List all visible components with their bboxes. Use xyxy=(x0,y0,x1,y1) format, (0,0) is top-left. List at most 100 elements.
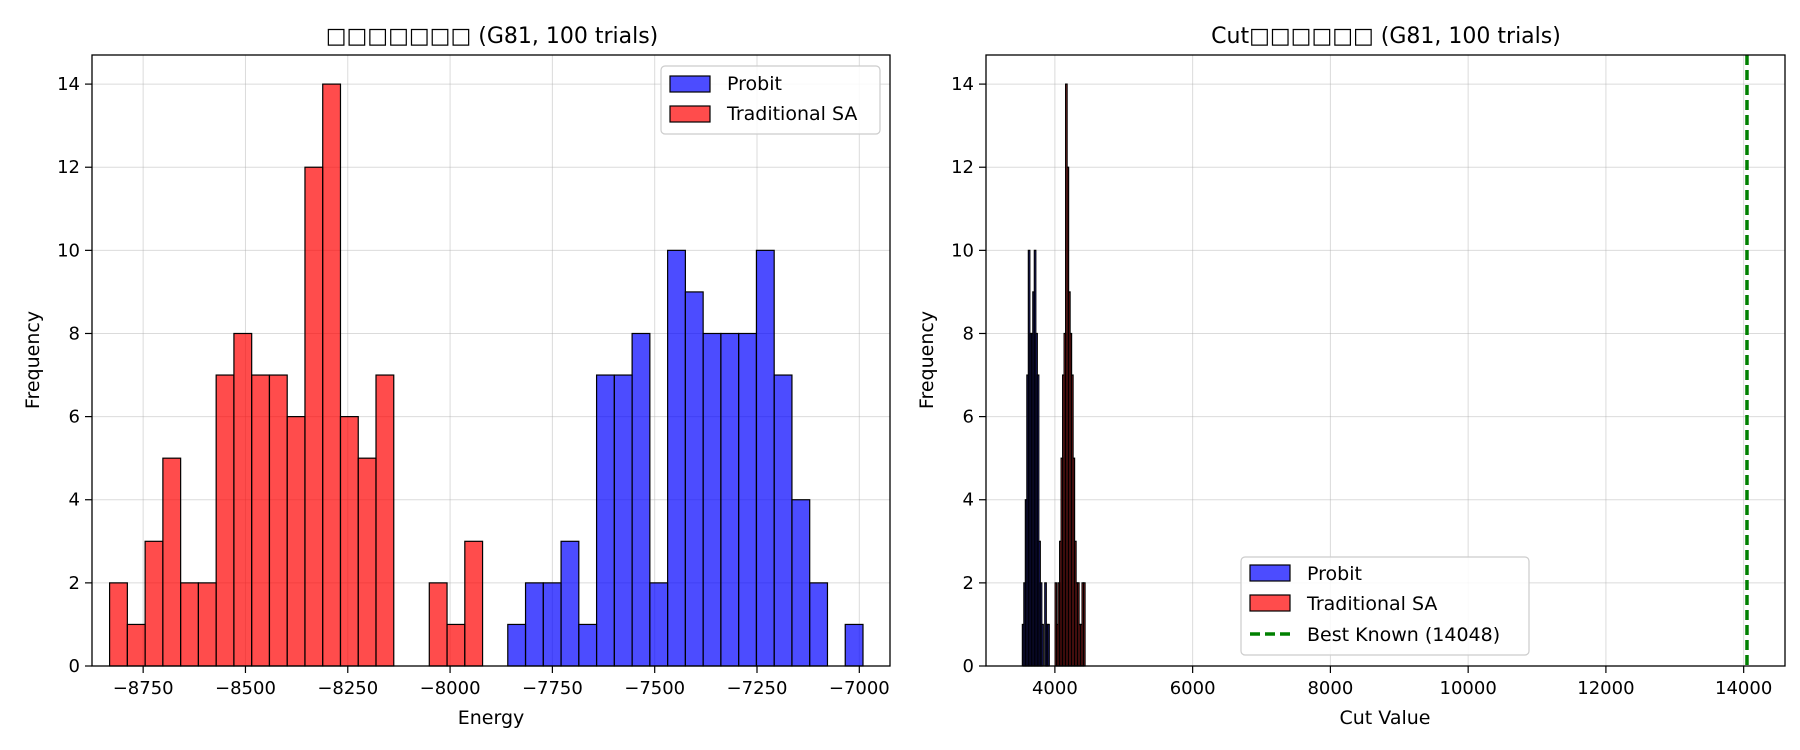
energy-bar-probit xyxy=(613,374,633,667)
energy-y-axis-label: Frequency xyxy=(22,311,44,409)
energy-y-tick-label: 6 xyxy=(69,407,80,428)
energy-histogram-panel: □□□□□□□ (G81, 100 trials) −8750 −8500 −825… xyxy=(22,24,891,729)
cut-bar-traditional xyxy=(1082,582,1086,667)
energy-bar-probit xyxy=(684,291,704,667)
energy-bar-traditional xyxy=(251,374,271,667)
cut-x-tick-label: 4000 xyxy=(1032,678,1078,699)
energy-chart-title: □□□□□□□ (G81, 100 trials) xyxy=(326,24,659,49)
cut-y-tick-label: 0 xyxy=(963,656,974,677)
energy-bar-probit xyxy=(773,374,793,667)
energy-bar-traditional xyxy=(215,374,235,667)
cut-y-tick-label: 8 xyxy=(963,323,974,344)
energy-bar-probit xyxy=(791,499,811,667)
cut-bar-probit xyxy=(1047,623,1050,667)
cut-x-axis-label: Cut Value xyxy=(1340,707,1431,729)
energy-bar-traditional xyxy=(286,416,306,667)
energy-bar-traditional xyxy=(375,374,395,667)
cut-legend-traditional-swatch xyxy=(1249,594,1291,612)
energy-y-tick-label: 12 xyxy=(57,157,80,178)
energy-bar-traditional xyxy=(304,166,324,667)
energy-bar-traditional xyxy=(322,83,342,667)
energy-x-tick-label: −8500 xyxy=(215,678,276,699)
energy-bar-traditional xyxy=(446,623,466,667)
energy-y-tick-label: 8 xyxy=(69,323,80,344)
cut-y-ticks: 0 2 4 6 8 10 12 14 xyxy=(951,74,986,677)
energy-bar-traditional xyxy=(233,332,253,667)
energy-bar-probit xyxy=(649,582,669,667)
cut-y-axis-label: Frequency xyxy=(916,311,938,409)
energy-bar-probit xyxy=(595,374,615,667)
cut-legend-probit-label: Probit xyxy=(1307,563,1362,585)
cut-y-tick-label: 12 xyxy=(951,157,974,178)
energy-legend: Probit Traditional SA xyxy=(660,65,881,135)
energy-x-tick-label: −7750 xyxy=(522,678,583,699)
energy-bar-probit xyxy=(702,332,722,667)
energy-bar-probit xyxy=(507,623,527,667)
cut-chart-title: Cut□□□□□□ (G81, 100 trials) xyxy=(1211,24,1561,49)
energy-legend-probit-label: Probit xyxy=(727,73,782,95)
cut-x-tick-label: 8000 xyxy=(1307,678,1353,699)
cut-x-tick-label: 10000 xyxy=(1440,678,1497,699)
energy-bar-probit xyxy=(524,582,544,667)
energy-bar-traditional xyxy=(197,582,217,667)
energy-y-tick-label: 10 xyxy=(57,240,80,261)
energy-legend-box xyxy=(660,65,881,135)
energy-bar-probit xyxy=(542,582,562,667)
cut-y-tick-label: 4 xyxy=(963,490,974,511)
cut-legend-traditional-label: Traditional SA xyxy=(1306,593,1437,615)
energy-legend-traditional-label: Traditional SA xyxy=(726,103,857,125)
energy-bar-traditional xyxy=(162,457,182,667)
energy-bar-probit xyxy=(578,623,598,667)
energy-x-tick-label: −8750 xyxy=(113,678,174,699)
energy-y-tick-label: 14 xyxy=(57,74,80,95)
cut-plot-frame xyxy=(985,54,1786,667)
energy-y-tick-label: 4 xyxy=(69,490,80,511)
energy-bar-probit xyxy=(667,249,686,667)
energy-y-tick-label: 2 xyxy=(69,573,80,594)
cut-x-tick-label: 14000 xyxy=(1715,678,1772,699)
energy-bar-probit xyxy=(631,332,651,667)
cut-legend-probit-swatch xyxy=(1249,564,1291,582)
energy-bars xyxy=(108,83,864,667)
cut-bar-probit xyxy=(1041,623,1044,667)
energy-y-tick-label: 0 xyxy=(69,656,80,677)
energy-bar-traditional xyxy=(144,540,164,667)
energy-x-tick-label: −8000 xyxy=(420,678,481,699)
cut-legend-best-known-label: Best Known (14048) xyxy=(1307,624,1500,646)
energy-bar-probit xyxy=(755,249,775,667)
cut-y-tick-label: 10 xyxy=(951,240,974,261)
cut-x-tick-label: 12000 xyxy=(1577,678,1634,699)
energy-x-tick-label: −7250 xyxy=(727,678,788,699)
energy-bar-probit xyxy=(809,582,829,667)
cut-legend-box xyxy=(1240,556,1530,656)
energy-y-ticks: 0 2 4 6 8 10 12 14 xyxy=(57,74,92,677)
energy-x-tick-label: −7000 xyxy=(829,678,890,699)
cut-x-ticks: 4000 6000 8000 10000 12000 14000 xyxy=(1032,666,1772,699)
cut-y-tick-label: 6 xyxy=(963,407,974,428)
energy-bar-traditional xyxy=(108,582,128,667)
cut-y-tick-label: 14 xyxy=(951,74,974,95)
energy-x-ticks: −8750 −8500 −8250 −8000 −7750 −7500 −7250 −7000 xyxy=(113,666,890,699)
energy-bar-probit xyxy=(844,623,864,667)
energy-bar-probit xyxy=(560,540,580,667)
cut-y-tick-label: 2 xyxy=(963,573,974,594)
cut-x-tick-label: 6000 xyxy=(1170,678,1216,699)
energy-x-tick-label: −7500 xyxy=(624,678,685,699)
energy-bar-probit xyxy=(738,332,758,667)
energy-x-axis-label: Energy xyxy=(458,707,525,729)
energy-bar-traditional xyxy=(180,582,200,667)
energy-x-tick-label: −8250 xyxy=(317,678,378,699)
energy-legend-traditional-swatch xyxy=(669,105,711,123)
energy-bar-traditional xyxy=(268,374,288,667)
energy-bar-traditional xyxy=(357,457,377,667)
cut-legend: Probit Traditional SA Best Known (14048) xyxy=(1240,556,1530,656)
energy-bar-probit xyxy=(720,332,740,667)
energy-bar-traditional xyxy=(428,582,448,667)
energy-legend-probit-swatch xyxy=(669,75,711,93)
energy-bar-traditional xyxy=(126,623,146,667)
energy-plot-frame xyxy=(91,54,891,667)
cut-histogram-panel: Cut□□□□□□ (G81, 100 trials) 4000 6000 8000… xyxy=(916,24,1786,729)
energy-bar-traditional xyxy=(464,540,484,667)
energy-bar-traditional xyxy=(339,416,359,667)
